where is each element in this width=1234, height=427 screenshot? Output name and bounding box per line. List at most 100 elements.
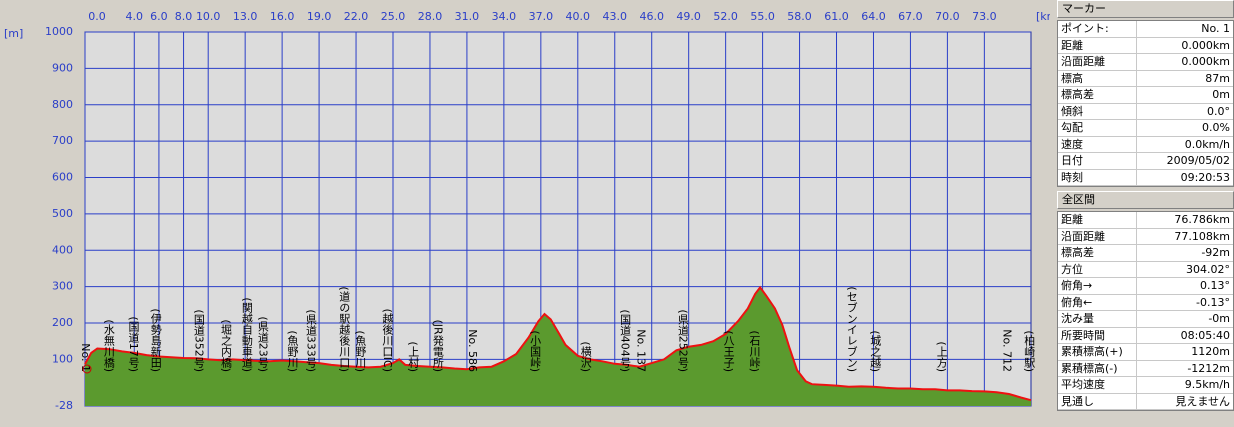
annotation: (県道333号) — [304, 309, 317, 372]
info-row: 沿面距離 77.108km — [1058, 228, 1233, 245]
info-value: 77.108km — [1174, 229, 1230, 243]
info-row: 標高差 -92m — [1058, 245, 1233, 262]
y-tick-label: 500 — [52, 207, 73, 220]
x-tick-label: 28.0 — [418, 10, 443, 23]
annotation: (柏崎駅) — [1023, 330, 1036, 372]
annotation: (水無川橋) — [102, 319, 115, 372]
annotation: (JR発電所) — [431, 320, 444, 372]
info-key: 時刻 — [1058, 169, 1137, 185]
info-row: 距離 76.786km — [1058, 212, 1233, 229]
elevation-line — [84, 285, 1032, 402]
info-value: 87m — [1205, 71, 1230, 85]
info-key: 見通し — [1058, 393, 1137, 409]
info-table: 距離 76.786km 沿面距離 77.108km 標高差 -92m 方位 304.02° 俯角… — [1057, 211, 1234, 411]
annotation: (上村) — [407, 341, 420, 372]
info-key: 平均速度 — [1058, 377, 1137, 393]
annotation: (魚野川) — [354, 330, 367, 372]
info-value: -0m — [1208, 312, 1230, 325]
info-value: 0.13° — [1200, 279, 1230, 292]
info-row: 日付 2009/05/02 — [1058, 153, 1233, 170]
annotation: No. 712 — [1001, 329, 1014, 372]
y-tick-label: 700 — [52, 134, 73, 147]
info-row: 俯角← -0.13° — [1058, 294, 1233, 311]
x-tick-label: 10.0 — [196, 10, 221, 23]
elevation-area — [85, 287, 1031, 406]
info-row: 累積標高(-) -1212m — [1058, 360, 1233, 377]
x-tick-label: 43.0 — [603, 10, 628, 23]
x-tick-label: 25.0 — [381, 10, 406, 23]
y-tick-label: 100 — [52, 352, 73, 365]
x-tick-label: 4.0 — [126, 10, 144, 23]
info-value: 09:20:53 — [1180, 170, 1230, 184]
elevation-chart: [m] [km] -28 100 200 300 400 500 600 700 800 900 1… — [4, 10, 1050, 412]
annotation: (八王子) — [722, 330, 735, 372]
x-tick-label: 46.0 — [639, 10, 664, 23]
info-value: 0.000km — [1181, 55, 1230, 68]
info-value: 304.02° — [1186, 262, 1230, 276]
info-value: 9.5km/h — [1184, 378, 1230, 391]
annotation: (道の駅越後川口) — [338, 286, 351, 372]
info-key: 沈み量 — [1058, 311, 1137, 327]
x-tick-label: 22.0 — [344, 10, 369, 23]
info-key: 標高差 — [1058, 87, 1137, 103]
info-value: 見えません — [1175, 394, 1230, 408]
info-table: ポイント: No. 1 距離 0.000km 沿面距離 0.000km 標高 87m 標高差 0m… — [1057, 20, 1234, 187]
x-tick-label: 31.0 — [455, 10, 480, 23]
annotation: (越後川口IC) — [381, 308, 394, 372]
annotation: (国道17号) — [127, 316, 140, 372]
y-tick-label: 1000 — [45, 25, 73, 38]
info-value: 0.0° — [1207, 104, 1230, 118]
info-key: 標高差 — [1058, 245, 1137, 261]
x-tick-label: 34.0 — [492, 10, 517, 23]
info-key: 沿面距離 — [1058, 54, 1137, 70]
info-row: 距離 0.000km — [1058, 37, 1233, 54]
y-unit: [m] — [4, 27, 23, 40]
y-tick-label: 400 — [52, 243, 73, 256]
x-tick-label: 0.0 — [88, 10, 106, 23]
info-row: 沈み量 -0m — [1058, 311, 1233, 328]
annotation: No. 586 — [466, 329, 479, 372]
x-tick-label: 19.0 — [307, 10, 332, 23]
info-value: 1120m — [1191, 345, 1230, 358]
info-key: 日付 — [1058, 153, 1137, 169]
info-key: 累積標高(-) — [1058, 360, 1137, 376]
annotation: No. 137 — [635, 329, 648, 372]
panel-header: マーカー — [1057, 0, 1234, 18]
info-value: -0.13° — [1196, 295, 1230, 309]
info-row: 沿面距離 0.000km — [1058, 54, 1233, 71]
info-key: 勾配 — [1058, 120, 1137, 136]
x-tick-label: 13.0 — [233, 10, 258, 23]
annotation: (城之越) — [869, 330, 882, 372]
info-key: 傾斜 — [1058, 103, 1137, 119]
info-key: 標高 — [1058, 70, 1137, 86]
y-tick-label: 800 — [52, 98, 73, 111]
x-tick-label: 40.0 — [566, 10, 591, 23]
annotation: (堀之内橋) — [219, 319, 232, 372]
x-tick-label: 73.0 — [972, 10, 997, 23]
info-row: 見通し 見えません — [1058, 393, 1233, 410]
y-tick-label: 600 — [52, 171, 73, 184]
info-value: 0.0% — [1202, 121, 1230, 134]
x-tick-label: 37.0 — [529, 10, 554, 23]
y-tick-label: 900 — [52, 61, 73, 74]
info-key: 距離 — [1058, 212, 1137, 228]
info-row: 時刻 09:20:53 — [1058, 169, 1233, 186]
info-row: 累積標高(+) 1120m — [1058, 344, 1233, 361]
panel-header: 全区間 — [1057, 191, 1234, 209]
y-tick-label: 200 — [52, 316, 73, 329]
x-tick-label: 49.0 — [676, 10, 701, 23]
info-key: 沿面距離 — [1058, 228, 1137, 244]
info-key: 方位 — [1058, 261, 1137, 277]
info-key: 所要時間 — [1058, 327, 1137, 343]
info-value: 08:05:40 — [1180, 328, 1230, 342]
info-row: 標高差 0m — [1058, 87, 1233, 104]
start-marker — [82, 364, 92, 374]
info-value: -1212m — [1187, 361, 1230, 375]
info-key: 俯角→ — [1058, 278, 1137, 294]
x-tick-label: 55.0 — [750, 10, 775, 23]
x-tick-label: 70.0 — [935, 10, 960, 23]
x-tick-label: 6.0 — [150, 10, 168, 23]
annotation: (関越自動車道) — [240, 297, 253, 372]
x-tick-label: 16.0 — [270, 10, 295, 23]
